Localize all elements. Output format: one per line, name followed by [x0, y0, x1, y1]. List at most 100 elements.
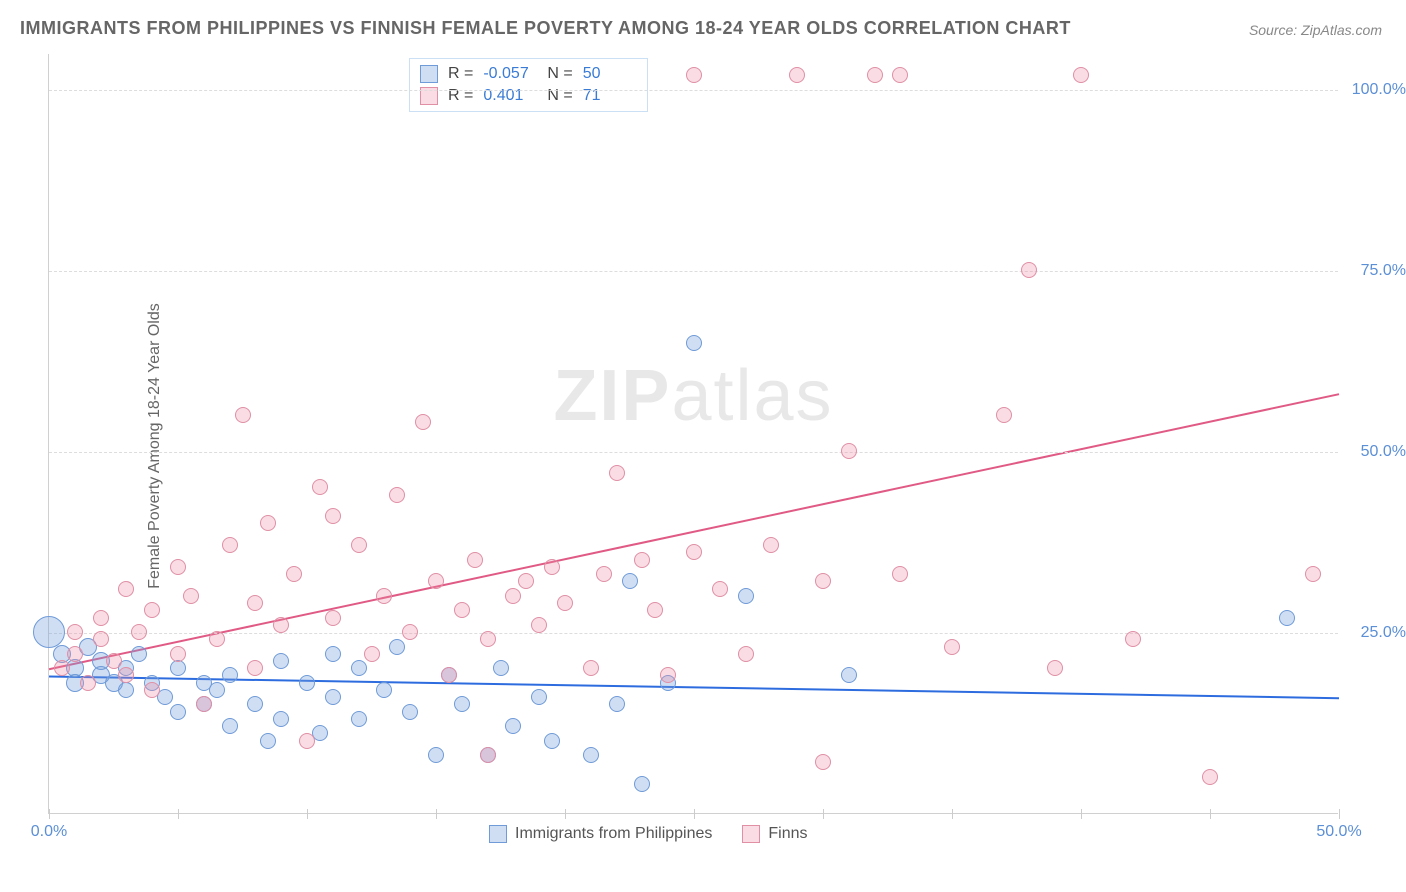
scatter-point-finns: [118, 667, 134, 683]
scatter-point-finns: [183, 588, 199, 604]
scatter-point-finns: [389, 487, 405, 503]
legend-series-label: Immigrants from Philippines: [515, 825, 712, 843]
scatter-point-finns: [80, 675, 96, 691]
xtick-mark: [952, 809, 953, 819]
scatter-point-finns: [596, 566, 612, 582]
chart-title: IMMIGRANTS FROM PHILIPPINES VS FINNISH F…: [20, 18, 1071, 39]
xtick-mark: [49, 809, 50, 819]
scatter-point-finns: [480, 631, 496, 647]
scatter-point-finns: [660, 667, 676, 683]
xtick-label: 50.0%: [1316, 823, 1361, 841]
scatter-point-finns: [299, 733, 315, 749]
scatter-point-finns: [944, 639, 960, 655]
scatter-point-philippines: [609, 696, 625, 712]
xtick-mark: [1081, 809, 1082, 819]
scatter-point-philippines: [686, 335, 702, 351]
ytick-label: 75.0%: [1361, 262, 1406, 280]
scatter-point-philippines: [170, 704, 186, 720]
scatter-point-philippines: [454, 696, 470, 712]
scatter-point-finns: [763, 537, 779, 553]
scatter-point-finns: [131, 624, 147, 640]
scatter-point-finns: [54, 660, 70, 676]
scatter-point-finns: [170, 646, 186, 662]
scatter-point-finns: [93, 631, 109, 647]
scatter-point-finns: [273, 617, 289, 633]
xtick-mark: [823, 809, 824, 819]
scatter-point-finns: [467, 552, 483, 568]
scatter-point-finns: [1021, 262, 1037, 278]
source-attribution: Source: ZipAtlas.com: [1249, 22, 1382, 38]
scatter-point-philippines: [170, 660, 186, 676]
scatter-point-finns: [260, 515, 276, 531]
scatter-point-finns: [415, 414, 431, 430]
scatter-point-philippines: [493, 660, 509, 676]
xtick-mark: [307, 809, 308, 819]
scatter-point-philippines: [299, 675, 315, 691]
scatter-point-finns: [1202, 769, 1218, 785]
scatter-point-finns: [351, 537, 367, 553]
scatter-point-philippines: [222, 718, 238, 734]
scatter-point-philippines: [209, 682, 225, 698]
scatter-point-philippines: [33, 616, 65, 648]
legend-swatch-icon: [742, 825, 760, 843]
scatter-point-finns: [312, 479, 328, 495]
scatter-point-finns: [609, 465, 625, 481]
scatter-point-finns: [247, 660, 263, 676]
scatter-point-finns: [738, 646, 754, 662]
scatter-point-finns: [480, 747, 496, 763]
scatter-point-finns: [892, 67, 908, 83]
scatter-point-finns: [170, 559, 186, 575]
scatter-point-finns: [867, 67, 883, 83]
scatter-point-philippines: [841, 667, 857, 683]
scatter-point-finns: [376, 588, 392, 604]
trend-line-philippines: [49, 676, 1339, 698]
scatter-point-finns: [106, 653, 122, 669]
scatter-point-finns: [1047, 660, 1063, 676]
scatter-point-finns: [815, 754, 831, 770]
scatter-point-finns: [647, 602, 663, 618]
scatter-point-finns: [428, 573, 444, 589]
scatter-point-philippines: [351, 660, 367, 676]
scatter-point-finns: [712, 581, 728, 597]
scatter-point-finns: [222, 537, 238, 553]
scatter-point-philippines: [622, 573, 638, 589]
scatter-point-philippines: [351, 711, 367, 727]
scatter-point-finns: [364, 646, 380, 662]
ytick-label: 25.0%: [1361, 624, 1406, 642]
xtick-mark: [694, 809, 695, 819]
scatter-point-philippines: [389, 639, 405, 655]
scatter-point-finns: [892, 566, 908, 582]
scatter-point-philippines: [376, 682, 392, 698]
scatter-point-philippines: [428, 747, 444, 763]
scatter-point-finns: [634, 552, 650, 568]
scatter-point-finns: [118, 581, 134, 597]
gridline: [49, 633, 1338, 634]
scatter-point-finns: [402, 624, 418, 640]
scatter-point-finns: [815, 573, 831, 589]
scatter-point-finns: [557, 595, 573, 611]
scatter-point-philippines: [131, 646, 147, 662]
scatter-point-finns: [789, 67, 805, 83]
scatter-point-philippines: [260, 733, 276, 749]
scatter-point-philippines: [325, 689, 341, 705]
scatter-point-finns: [67, 646, 83, 662]
scatter-point-finns: [144, 602, 160, 618]
scatter-point-philippines: [505, 718, 521, 734]
xtick-mark: [1210, 809, 1211, 819]
legend-swatch-icon: [489, 825, 507, 843]
legend-series-item: Finns: [742, 825, 807, 843]
legend-series: Immigrants from Philippines Finns: [489, 825, 808, 843]
scatter-point-finns: [583, 660, 599, 676]
xtick-mark: [178, 809, 179, 819]
xtick-mark: [436, 809, 437, 819]
scatter-point-philippines: [273, 653, 289, 669]
xtick-mark: [1339, 809, 1340, 819]
scatter-point-philippines: [325, 646, 341, 662]
trend-line-finns: [49, 394, 1339, 669]
scatter-point-philippines: [544, 733, 560, 749]
plot-area: ZIPatlas R =-0.057N =50R =0.401N =71 Imm…: [48, 54, 1338, 814]
ytick-label: 100.0%: [1352, 81, 1406, 99]
scatter-point-finns: [996, 407, 1012, 423]
scatter-point-finns: [454, 602, 470, 618]
scatter-point-philippines: [222, 667, 238, 683]
